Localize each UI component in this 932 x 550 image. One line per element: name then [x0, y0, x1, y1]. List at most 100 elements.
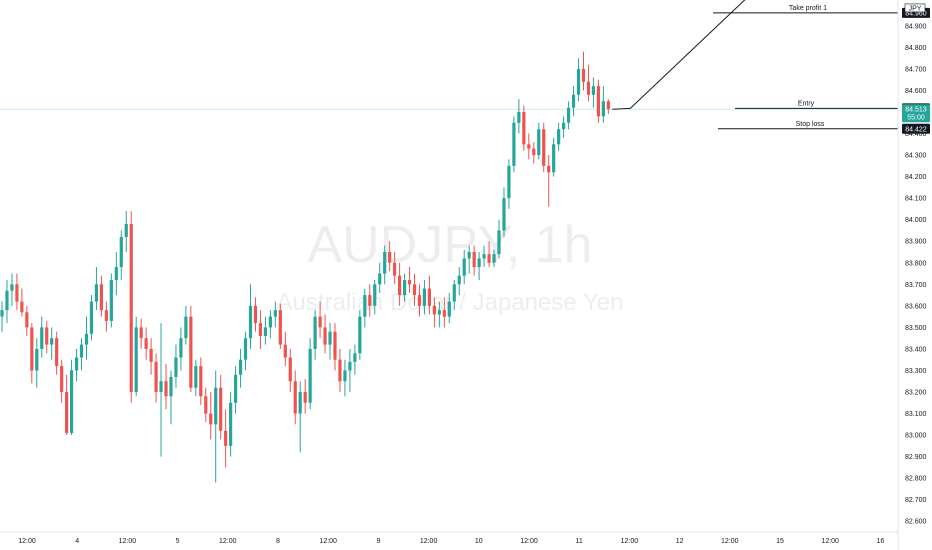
candle-body: [432, 305, 436, 315]
candle-body: [89, 301, 94, 334]
candle-body: [467, 252, 471, 259]
candle-body: [457, 275, 461, 285]
candle-body: [134, 327, 138, 392]
candle-body: [124, 224, 128, 237]
candle-body: [79, 344, 84, 358]
candle-body: [586, 81, 591, 95]
candle-body: [487, 254, 491, 263]
y-tick-label: 84.000: [905, 217, 927, 224]
candle-body: [368, 295, 372, 306]
candle-body: [263, 327, 268, 336]
x-tick-label: 12:00: [520, 538, 538, 545]
candle-body: [10, 284, 14, 291]
candle-body: [581, 68, 586, 82]
candle-body: [542, 129, 546, 166]
y-tick-label: 83.200: [905, 390, 927, 397]
y-tick-label: 83.300: [905, 368, 927, 375]
candle-body: [393, 262, 397, 276]
y-tick-label: 83.900: [905, 239, 927, 246]
trend-line[interactable]: [629, 0, 750, 109]
candle-body: [25, 312, 29, 328]
y-tick-label: 84.200: [905, 174, 927, 181]
x-tick-label: 12:00: [119, 538, 137, 545]
candle-series: [0, 51, 898, 483]
candle-body: [273, 310, 277, 317]
candle-body: [159, 381, 163, 392]
candle-body: [204, 396, 208, 414]
candle-body: [398, 275, 402, 296]
candle-body: [258, 323, 263, 336]
candle-body: [229, 402, 233, 446]
candle-body: [45, 327, 49, 345]
time-axis[interactable]: 12:00 4 12:00 5 12:00 8 12:00 9 12:00 10 12:00 11 12…: [18, 538, 884, 545]
candle-body: [139, 327, 143, 339]
x-tick-label: 5: [176, 538, 180, 545]
x-tick-label: 8: [276, 538, 280, 545]
candle-body: [184, 316, 188, 339]
y-tick-label: 82.900: [905, 454, 927, 461]
candle-body: [0, 310, 4, 317]
y-tick-label: 82.600: [905, 519, 927, 526]
order-lines[interactable]: Take profit 1 Entry Stop loss: [612, 0, 898, 130]
candle-body: [557, 129, 561, 145]
candle-body: [606, 101, 610, 110]
candle-body: [40, 327, 44, 349]
y-tick-label: 83.800: [905, 260, 927, 267]
x-tick-label: 9: [376, 538, 380, 545]
y-tick-label: 84.400: [905, 131, 927, 138]
candle-body: [522, 112, 526, 145]
candle-body: [99, 284, 103, 311]
candle-body: [358, 316, 362, 354]
candle-body: [114, 267, 118, 280]
x-tick-label: 4: [75, 538, 79, 545]
order-label: Stop loss: [796, 121, 825, 128]
candle-body: [532, 148, 536, 156]
order-price-badge: [902, 123, 930, 134]
x-tick-label: 11: [576, 538, 583, 545]
candle-body: [427, 288, 432, 306]
candle-body: [472, 252, 476, 268]
candle-body: [452, 284, 456, 302]
candle-body: [388, 252, 392, 263]
order-label: Entry: [798, 100, 815, 107]
candle-body: [149, 348, 153, 362]
candle-body: [5, 290, 9, 311]
candle-body: [333, 331, 337, 360]
candle-body: [373, 284, 377, 306]
x-tick-label: 12:00: [18, 538, 36, 545]
y-tick-label: 84.600: [905, 88, 927, 95]
candle-body: [154, 361, 158, 392]
x-tick-label: 15: [776, 538, 784, 545]
candle-body: [288, 357, 292, 382]
y-tick-label: 84.700: [905, 66, 927, 73]
y-tick-label: 83.600: [905, 303, 927, 310]
current-price-badge: [902, 104, 930, 123]
price-axis[interactable]: 84.90084.80084.70084.60084.50084.40084.3…: [905, 23, 927, 525]
candle-body: [497, 230, 501, 255]
candle-body: [104, 310, 108, 321]
candle-body: [119, 236, 123, 268]
candle-body: [214, 387, 218, 425]
candle-body: [412, 284, 417, 296]
candle-body: [308, 348, 312, 403]
candle-body: [482, 254, 486, 259]
y-tick-label: 83.100: [905, 411, 927, 418]
candle-body: [30, 327, 34, 371]
candle-body: [576, 68, 581, 95]
candle-body: [189, 316, 193, 388]
candle-body: [562, 122, 566, 130]
currency-marker: [904, 3, 926, 13]
y-tick-label: 83.000: [905, 433, 927, 440]
candle-body: [343, 370, 347, 382]
candle-body: [383, 252, 387, 274]
candle-body: [69, 370, 74, 433]
candle-body: [243, 338, 248, 360]
x-tick-label: 12: [676, 538, 684, 545]
candle-body: [512, 122, 516, 166]
candle-body: [35, 348, 39, 371]
bar-countdown-text: 55:00: [907, 115, 925, 122]
candle-body: [552, 144, 556, 173]
candle-body: [462, 258, 466, 276]
candle-body: [596, 86, 600, 117]
